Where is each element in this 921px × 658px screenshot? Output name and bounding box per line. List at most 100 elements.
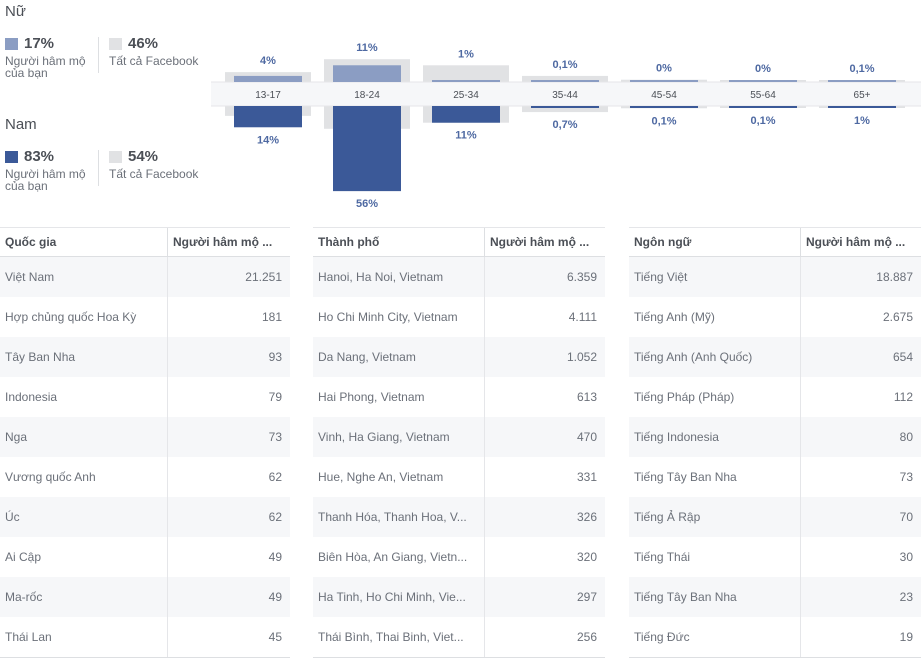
male-data-label: 0,7% [552, 119, 577, 131]
fans-count-cell: 331 [484, 457, 605, 497]
table-row: Thái Bình, Thai Binh, Viet... 256 [313, 617, 605, 657]
language-name-cell: Tiếng Anh (Mỹ) [634, 310, 715, 324]
table-row: Biên Hòa, An Giang, Vietn... 320 [313, 537, 605, 577]
country-name-cell: Việt Nam [5, 270, 55, 284]
table-row: Vinh, Ha Giang, Vietnam 470 [313, 417, 605, 457]
table-row: Tiếng Ả Rập 70 [629, 497, 921, 537]
table-row: Ma-rốc 49 [0, 577, 290, 617]
male-section: Nam [5, 116, 37, 133]
fans-column-header[interactable]: Người hâm mộ ... [484, 228, 605, 256]
female-all-swatch [109, 37, 122, 50]
fans-count-cell: 320 [484, 537, 605, 577]
table-row: Hai Phong, Vietnam 613 [313, 377, 605, 417]
age-tick-label: 18-24 [354, 90, 380, 101]
fans-count-cell: 2.675 [800, 297, 921, 337]
female-fans-label: Người hâm mộ của bạn [5, 54, 86, 80]
male-data-label: 0,1% [651, 115, 676, 127]
male-fans-bar [432, 106, 500, 123]
table-row: Úc 62 [0, 497, 290, 537]
age-axis-band [211, 82, 921, 106]
country-name-cell: Ma-rốc [5, 590, 43, 604]
table-row: Hanoi, Ha Noi, Vietnam 6.359 [313, 257, 605, 297]
male-fans-bar [828, 106, 896, 108]
city-column-header[interactable]: Thành phố [318, 235, 380, 249]
age-tick-label: 25-34 [453, 90, 479, 101]
female-data-label: 0% [656, 63, 672, 75]
all-facebook-female-bar [522, 75, 608, 82]
fans-count-cell: 6.359 [484, 257, 605, 297]
table-row: Ai Cập 49 [0, 537, 290, 577]
table-row: Tiếng Pháp (Pháp) 112 [629, 377, 921, 417]
country-table-header: Quốc gia Người hâm mộ ... [0, 227, 290, 257]
fans-count-cell: 256 [484, 617, 605, 657]
city-name-cell: Ha Tinh, Ho Chi Minh, Vie... [318, 590, 466, 604]
table-row: Việt Nam 21.251 [0, 257, 290, 297]
table-row: Tiếng Indonesia 80 [629, 417, 921, 457]
female-all-label: Tất cả Facebook [109, 54, 199, 68]
age-tick-label: 13-17 [255, 90, 281, 101]
fans-count-cell: 613 [484, 377, 605, 417]
city-name-cell: Ho Chi Minh City, Vietnam [318, 310, 458, 324]
fans-count-cell: 21.251 [167, 257, 290, 297]
male-data-label: 14% [257, 134, 279, 146]
fans-count-cell: 18.887 [800, 257, 921, 297]
fans-count-cell: 4.111 [484, 297, 605, 337]
table-row: Tây Ban Nha 93 [0, 337, 290, 377]
fans-column-header[interactable]: Người hâm mộ ... [167, 228, 290, 256]
city-name-cell: Thái Bình, Thai Binh, Viet... [318, 630, 464, 644]
language-name-cell: Tiếng Thái [634, 550, 691, 564]
age-tick-label: 35-44 [552, 90, 578, 101]
table-row: Da Nang, Vietnam 1.052 [313, 337, 605, 377]
table-row: Ho Chi Minh City, Vietnam 4.111 [313, 297, 605, 337]
all-facebook-male-bar [522, 106, 608, 113]
fans-count-cell: 326 [484, 497, 605, 537]
language-name-cell: Tiếng Indonesia [634, 430, 719, 444]
language-name-cell: Tiếng Pháp (Pháp) [634, 390, 735, 404]
language-name-cell: Tiếng Đức [634, 630, 690, 644]
female-fans-bar [828, 80, 896, 82]
city-table: Thành phố Người hâm mộ ... Hanoi, Ha Noi… [313, 227, 605, 658]
fans-count-cell: 19 [800, 617, 921, 657]
female-title: Nữ [5, 3, 26, 20]
fans-count-cell: 49 [167, 537, 290, 577]
country-name-cell: Úc [5, 510, 20, 524]
country-column-header[interactable]: Quốc gia [5, 235, 57, 249]
fans-count-cell: 79 [167, 377, 290, 417]
female-fans-bar [630, 80, 698, 82]
female-data-label: 1% [458, 48, 474, 60]
male-all-label: Tất cả Facebook [109, 167, 199, 181]
language-name-cell: Tiếng Tây Ban Nha [634, 590, 737, 604]
table-row: Tiếng Anh (Anh Quốc) 654 [629, 337, 921, 377]
fans-count-cell: 73 [167, 417, 290, 457]
country-name-cell: Vương quốc Anh [5, 470, 96, 484]
fans-count-cell: 23 [800, 577, 921, 617]
table-row: Tiếng Anh (Mỹ) 2.675 [629, 297, 921, 337]
male-fans-bar [630, 106, 698, 108]
city-name-cell: Hanoi, Ha Noi, Vietnam [318, 270, 444, 284]
table-row: Indonesia 79 [0, 377, 290, 417]
female-fans-bar [531, 80, 599, 82]
table-row: Vương quốc Anh 62 [0, 457, 290, 497]
all-facebook-female-bar [423, 65, 509, 82]
fans-count-cell: 181 [167, 297, 290, 337]
table-row: Nga 73 [0, 417, 290, 457]
table-row: Tiếng Tây Ban Nha 23 [629, 577, 921, 617]
female-fans-swatch [5, 37, 18, 50]
female-fans-bar [234, 75, 302, 82]
fans-count-cell: 297 [484, 577, 605, 617]
language-column-header[interactable]: Ngôn ngữ [634, 235, 692, 249]
country-name-cell: Thái Lan [5, 630, 52, 644]
language-name-cell: Tiếng Ả Rập [634, 510, 701, 524]
country-name-cell: Ai Cập [5, 550, 42, 564]
male-fans-bar [531, 106, 599, 108]
age-tick-label: 55-64 [750, 90, 776, 101]
female-data-label: 11% [356, 42, 378, 54]
male-fans-bar [234, 106, 302, 128]
table-row: Ha Tinh, Ho Chi Minh, Vie... 297 [313, 577, 605, 617]
fans-count-cell: 93 [167, 337, 290, 377]
male-title: Nam [5, 116, 37, 133]
fans-count-cell: 45 [167, 617, 290, 657]
city-name-cell: Vinh, Ha Giang, Vietnam [318, 430, 450, 444]
fans-column-header[interactable]: Người hâm mộ ... [800, 228, 921, 256]
table-row: Thái Lan 45 [0, 617, 290, 657]
